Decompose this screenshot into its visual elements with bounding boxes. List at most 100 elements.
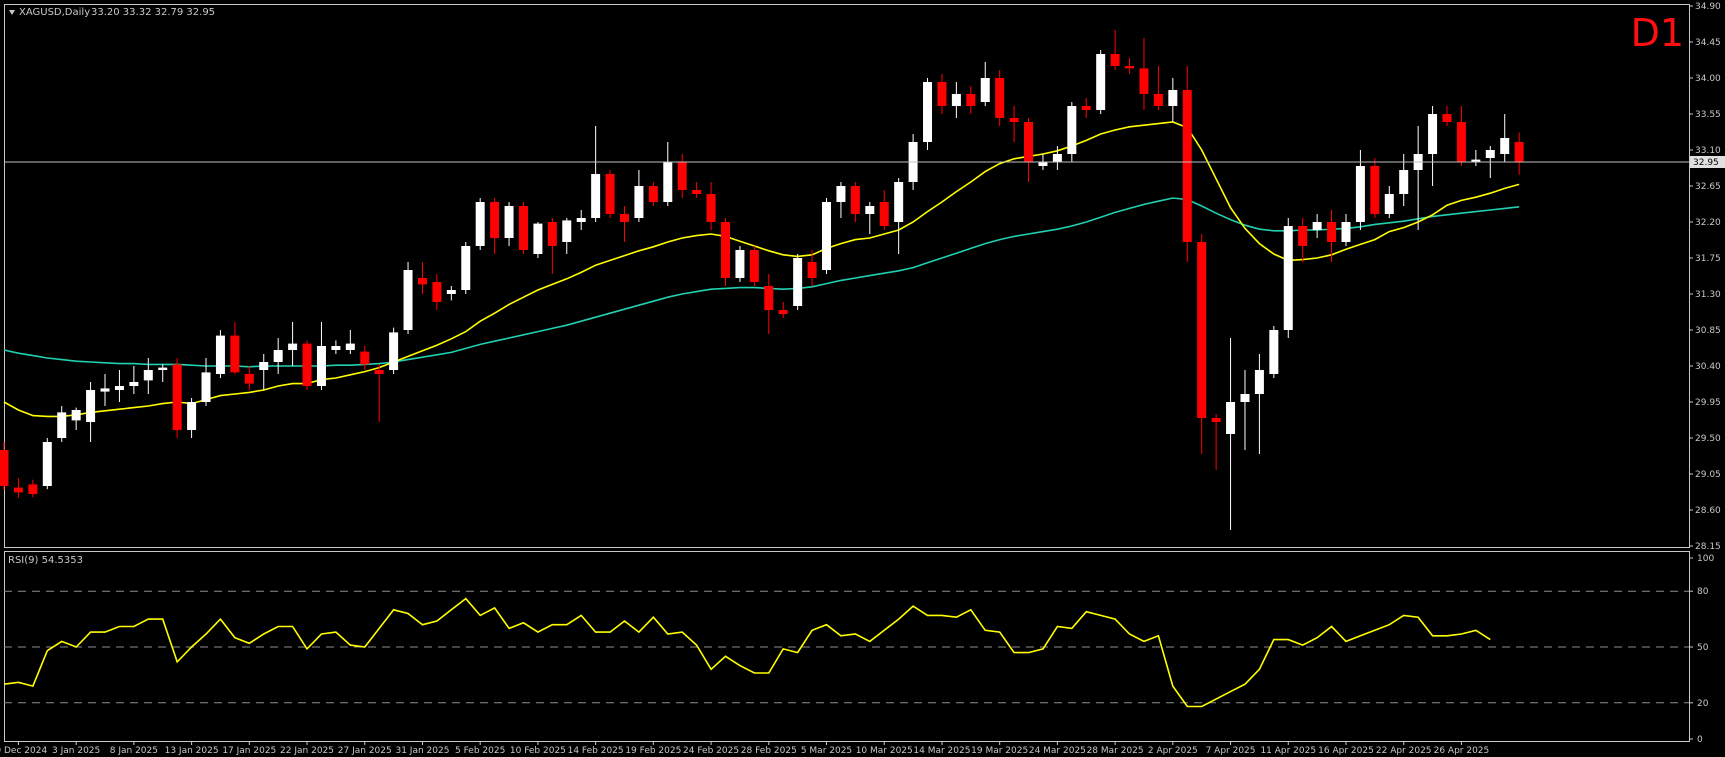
candle-body	[793, 258, 803, 306]
price-tick-label: 30.40	[1695, 362, 1721, 372]
candle-body	[1428, 114, 1438, 154]
candle-body	[1211, 418, 1221, 422]
time-tick-label: 19 Feb 2025	[625, 746, 681, 756]
candle-body	[172, 364, 182, 430]
candle	[1139, 38, 1149, 110]
candle-body	[389, 332, 399, 370]
candle-body	[1312, 222, 1322, 230]
candle	[1355, 150, 1365, 230]
candle	[923, 78, 933, 150]
candle	[1096, 50, 1106, 114]
candle-body	[749, 250, 759, 282]
ohlc-readout: 33.20 33.32 32.79 32.95	[91, 7, 215, 18]
time-tick-label: 10 Mar 2025	[856, 746, 913, 756]
candle-body	[230, 335, 240, 373]
candle	[273, 338, 283, 374]
candle	[1211, 414, 1221, 470]
candle	[692, 182, 702, 198]
ma-fast-line	[3, 121, 1520, 418]
candle	[951, 82, 961, 118]
candle-body	[1370, 166, 1380, 214]
candle	[1283, 218, 1293, 338]
candle	[172, 358, 182, 438]
candle	[1226, 338, 1236, 530]
candle-body	[1341, 222, 1351, 242]
symbol-dropdown-icon[interactable]	[9, 10, 15, 15]
candle-body	[432, 282, 442, 302]
candle	[302, 340, 312, 390]
candle	[1399, 154, 1409, 206]
candle-body	[547, 222, 557, 246]
candle	[403, 262, 413, 334]
rsi-tick-label: 0	[1697, 735, 1703, 745]
candle-body	[1182, 90, 1192, 242]
candle-body	[403, 270, 413, 330]
candle	[316, 322, 326, 390]
price-tick-label: 30.85	[1695, 326, 1721, 336]
candles	[0, 30, 1524, 530]
time-tick-label: 27 Jan 2025	[338, 746, 392, 756]
candle-body	[879, 202, 889, 226]
candle-body	[1269, 330, 1279, 374]
candle-body	[1226, 402, 1236, 434]
candle	[417, 262, 427, 294]
candle-body	[937, 82, 947, 106]
candle	[1269, 326, 1279, 378]
candle-body	[894, 182, 904, 222]
candle-body	[850, 186, 860, 214]
candle	[721, 218, 730, 286]
candle-body	[1399, 170, 1409, 194]
candle	[879, 190, 889, 230]
time-tick-label: 30 Dec 2024	[0, 746, 47, 756]
candle	[966, 86, 976, 114]
candle-body	[1024, 122, 1034, 162]
candle	[677, 154, 687, 198]
candle	[1442, 106, 1452, 126]
candle-body	[316, 346, 326, 386]
candle-body	[980, 78, 990, 102]
candle	[1428, 106, 1438, 186]
candle	[504, 202, 514, 246]
candle	[1370, 158, 1380, 218]
candle	[259, 354, 269, 390]
candle-body	[677, 162, 687, 190]
candle	[158, 364, 168, 382]
candle-body	[1327, 222, 1337, 242]
candle-body	[1355, 166, 1365, 222]
candle	[980, 62, 990, 106]
candle	[850, 182, 860, 222]
candle-body	[721, 222, 730, 278]
time-tick-label: 2 Apr 2025	[1148, 746, 1198, 756]
time-tick-label: 14 Mar 2025	[913, 746, 970, 756]
candle	[1110, 30, 1120, 70]
candle-body	[619, 214, 629, 222]
candle-body	[1052, 154, 1062, 162]
candle-body	[360, 351, 370, 365]
candle-body	[1442, 114, 1452, 122]
candle	[432, 274, 442, 310]
candle-body	[244, 374, 254, 384]
price-axis: 34.90 34.45 34.00 33.55 33.10 32.65 32.20 31.75…	[1689, 2, 1721, 552]
candle	[1052, 146, 1062, 170]
candle	[518, 202, 528, 254]
symbol-label: XAGUSD,Daily	[19, 7, 90, 18]
candle-body	[1139, 68, 1149, 94]
candle	[995, 70, 1005, 126]
candle	[57, 406, 67, 442]
time-tick-label: 10 Feb 2025	[510, 746, 566, 756]
candle-body	[1471, 159, 1481, 162]
rsi-tick-label: 50	[1697, 643, 1709, 653]
candle-body	[1500, 138, 1510, 154]
price-tick-label: 29.95	[1695, 398, 1721, 408]
candle-body	[836, 186, 846, 202]
candle-body	[995, 78, 1005, 118]
candle	[1067, 102, 1077, 162]
candle-body	[504, 206, 514, 238]
ma-slow-path	[3, 197, 1520, 368]
candle	[1514, 132, 1524, 175]
candle-body	[201, 372, 211, 402]
candle	[114, 370, 124, 402]
candle	[1240, 370, 1250, 450]
candle	[100, 374, 110, 406]
candle-body	[1168, 90, 1178, 106]
